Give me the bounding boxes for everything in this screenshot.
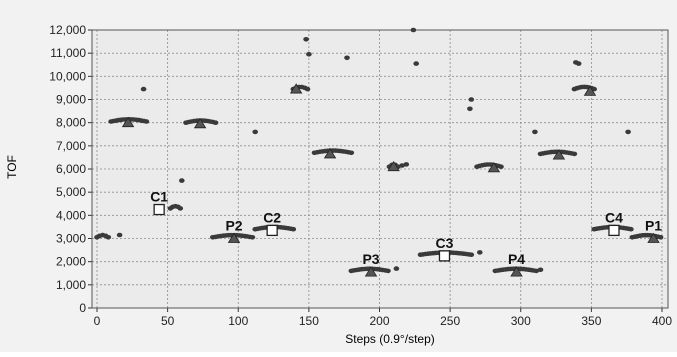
y-tick-label: 4,000 <box>56 208 86 222</box>
data-point <box>533 268 540 274</box>
data-point <box>537 267 544 273</box>
data-point <box>385 268 391 274</box>
x-tick-label: 100 <box>228 314 248 328</box>
data-point <box>467 106 473 112</box>
triangle-marker <box>552 149 566 160</box>
data-point <box>571 151 578 157</box>
triangle-marker <box>121 116 135 128</box>
annotation-label: P2 <box>225 218 242 234</box>
data-point <box>575 61 582 66</box>
data-point <box>393 266 400 271</box>
y-tick-label: 5,000 <box>56 185 86 199</box>
data-point <box>140 86 147 92</box>
triangle-marker <box>487 162 501 173</box>
y-axis-label: TOF <box>5 155 19 179</box>
triangle-marker <box>510 266 523 277</box>
annotation-labels: C1 P2 C2 P3 C3 P4 C4 P1 <box>150 189 662 268</box>
x-tick-label: 300 <box>511 314 531 328</box>
data-point <box>105 235 112 240</box>
data-point <box>290 226 297 232</box>
data-point <box>399 163 405 168</box>
y-tick-label: 3,000 <box>56 232 86 246</box>
data-point <box>498 164 504 169</box>
data-point <box>468 97 475 102</box>
x-axis-label: Steps (0.9°/step) <box>345 332 435 346</box>
y-tick-label: 6,000 <box>56 162 86 176</box>
x-tick-label: 0 <box>94 314 101 328</box>
annotation-label: C1 <box>150 189 168 205</box>
y-tick-label: 9,000 <box>56 93 86 107</box>
annotation-label: P4 <box>508 251 525 267</box>
data-point <box>657 235 664 240</box>
triangle-marker <box>323 148 337 159</box>
data-point <box>403 162 410 167</box>
data-point <box>532 129 538 135</box>
data-point <box>177 206 184 211</box>
y-tick-label: 7,000 <box>56 139 86 153</box>
data-point <box>628 226 634 232</box>
y-tick-label: 1,000 <box>56 278 86 292</box>
data-point <box>303 37 309 42</box>
data-point <box>348 150 355 156</box>
y-tick-label: 2,000 <box>56 255 86 269</box>
square-marker <box>438 250 451 262</box>
data-point <box>212 120 219 125</box>
triangle-marker <box>193 118 207 129</box>
plot-frame <box>91 29 669 309</box>
data-point <box>304 86 311 92</box>
x-tick-label: 250 <box>440 314 460 328</box>
x-tick-label: 200 <box>369 314 389 328</box>
data-point <box>477 250 483 255</box>
data-point <box>252 129 258 135</box>
markers <box>121 83 660 277</box>
data-point <box>143 119 150 124</box>
annotation-label: P3 <box>362 251 379 267</box>
triangle-marker <box>387 160 400 172</box>
data-point <box>591 86 597 92</box>
data-point <box>249 235 256 240</box>
annotation-label: C4 <box>605 209 623 225</box>
y-tick-label: 8,000 <box>56 116 86 130</box>
y-tick-label: 11,000 <box>50 46 86 60</box>
x-tick-label: 50 <box>161 314 175 328</box>
x-tick-label: 350 <box>581 314 601 328</box>
data-point <box>179 178 185 183</box>
axes: 0 1,000 2,000 3,000 4,000 5,000 6,000 7,000 8,00… <box>49 23 672 328</box>
triangle-marker <box>227 232 241 243</box>
square-marker <box>266 224 278 237</box>
data-point <box>116 232 123 238</box>
square-marker <box>608 224 620 237</box>
data-point <box>410 27 417 33</box>
annotation-label: C3 <box>436 235 454 251</box>
data-point <box>344 55 350 61</box>
annotation-label: C2 <box>263 209 281 225</box>
data-point <box>306 52 312 57</box>
x-tick-label: 400 <box>652 314 672 328</box>
x-tick-label: 150 <box>299 314 319 328</box>
annotation-label: P1 <box>645 218 662 234</box>
triangle-marker <box>364 266 378 277</box>
triangle-marker <box>583 85 597 96</box>
data-point <box>413 61 420 66</box>
y-tick-label: 12,000 <box>49 23 86 37</box>
y-tick-label: 0 <box>79 301 86 315</box>
data-point <box>625 129 631 135</box>
triangle-marker <box>289 83 303 94</box>
square-marker <box>153 203 165 216</box>
triangle-marker <box>647 232 660 243</box>
y-tick-label: 10,000 <box>49 69 86 83</box>
data-point <box>468 252 475 257</box>
